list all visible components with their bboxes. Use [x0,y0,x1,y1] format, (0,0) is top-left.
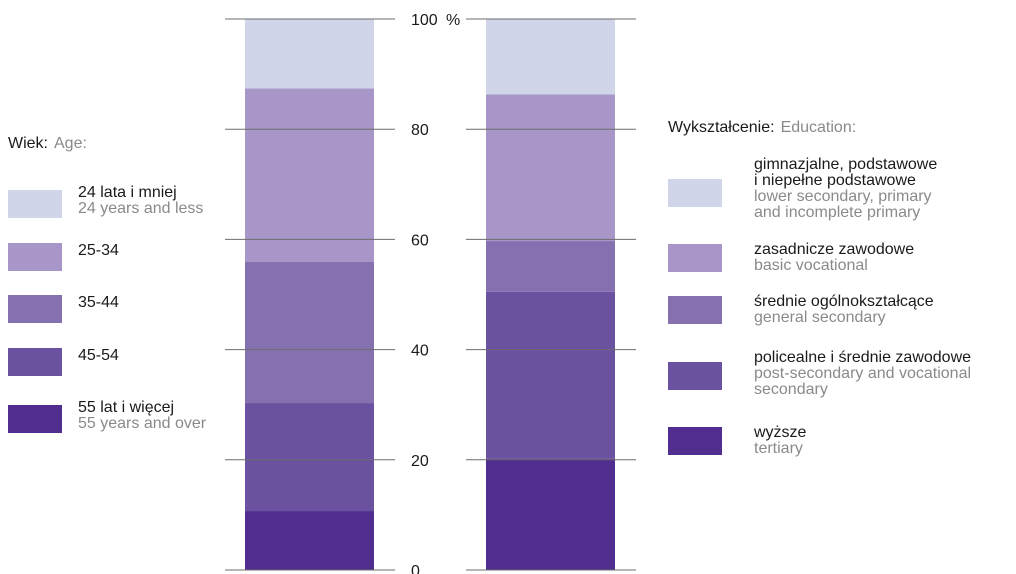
legend-age-title-pl: Wiek: [8,135,48,152]
legend-label: 35-44 [78,295,119,311]
legend-label-pl: 24 lata i mniej [78,184,177,201]
legend-education-title: Wykształcenie: Education: [668,119,1013,137]
legend-label: wyższe tertiary [754,425,806,457]
legend-swatch [8,295,62,323]
bar-age-segment-3 [245,88,374,262]
bar-education-segment-2 [486,241,615,292]
legend-label: 24 lata i mniej 24 years and less [78,185,203,217]
legend-swatch [8,405,62,433]
bar-education-segment-4 [486,19,615,95]
legend-swatch [668,244,722,272]
legend-age-title-en: Age: [54,135,87,152]
legend-label-pl: zasadnicze zawodowe [754,241,915,258]
legend-label-pl: średnie ogólnokształcące [754,293,934,310]
legend-swatch [668,296,722,324]
legend-label-en: lower secondary, primary [754,188,932,205]
legend-label: 45-54 [78,348,119,364]
bar-age-segment-2 [245,261,374,404]
legend-swatch [8,348,62,376]
legend-swatch [668,427,722,455]
legend-education-title-pl: Wykształcenie: [668,119,775,136]
legend-label-pl: 55 lat i więcej [78,399,175,416]
legend-label-pl: policealne i średnie zawodowe [754,349,972,366]
legend-swatch [8,190,62,218]
y-tick-label: 0 [411,563,420,574]
bar-age-segment-0 [245,511,374,570]
legend-label-pl: wyższe [754,424,807,441]
legend-label: 25-34 [78,243,119,259]
legend-label: zasadnicze zawodowe basic vocational [754,242,914,274]
legend-label: średnie ogólnokształcące general secondar… [754,294,934,326]
legend-label-pl: i niepełne podstawowe [754,172,916,189]
bar-education-segment-0 [486,458,615,570]
legend-label-en: general secondary [754,309,886,326]
legend-label-pl: gimnazjalne, podstawowe [754,156,938,173]
y-tick-label: 20 [411,453,429,470]
y-tick-label: 100 [411,12,438,29]
y-tick-label: 80 [411,122,429,139]
y-tick-label: 60 [411,232,429,249]
bar-education-segment-1 [486,291,615,459]
legend-label-en: 24 years and less [78,200,204,217]
legend-label: 55 lat i więcej 55 years and over [78,400,206,432]
bar-education-segment-3 [486,94,615,242]
legend-label: gimnazjalne, podstawowe i niepełne podsta… [754,157,937,221]
legend-label-pl: 45-54 [78,347,119,364]
legend-swatch [668,179,722,207]
legend-education-title-en: Education: [780,119,857,136]
y-tick-label: 40 [411,343,429,360]
legend-label: policealne i średnie zawodowe post-second… [754,350,971,398]
legend-label-pl: 35-44 [78,294,119,311]
legend-swatch [668,362,722,390]
legend-age-title: Wiek: Age: [8,135,238,153]
y-unit-label: % [446,12,460,29]
bar-age-segment-1 [245,403,374,512]
legend-label-en: secondary [754,381,828,398]
bar-age-segment-4 [245,19,374,89]
legend-label-en: and incomplete primary [754,204,921,221]
legend-swatch [8,243,62,271]
legend-label-en: tertiary [754,440,803,457]
legend-label-pl: 25-34 [78,242,119,259]
legend-age: Wiek: Age: 24 lata i mniej 24 years and le… [8,135,238,435]
legend-education: Wykształcenie: Education: gimnazjalne, po… [668,119,1013,479]
legend-label-en: 55 years and over [78,415,207,432]
legend-label-en: basic vocational [754,257,868,274]
legend-label-en: post-secondary and vocational [754,365,972,382]
